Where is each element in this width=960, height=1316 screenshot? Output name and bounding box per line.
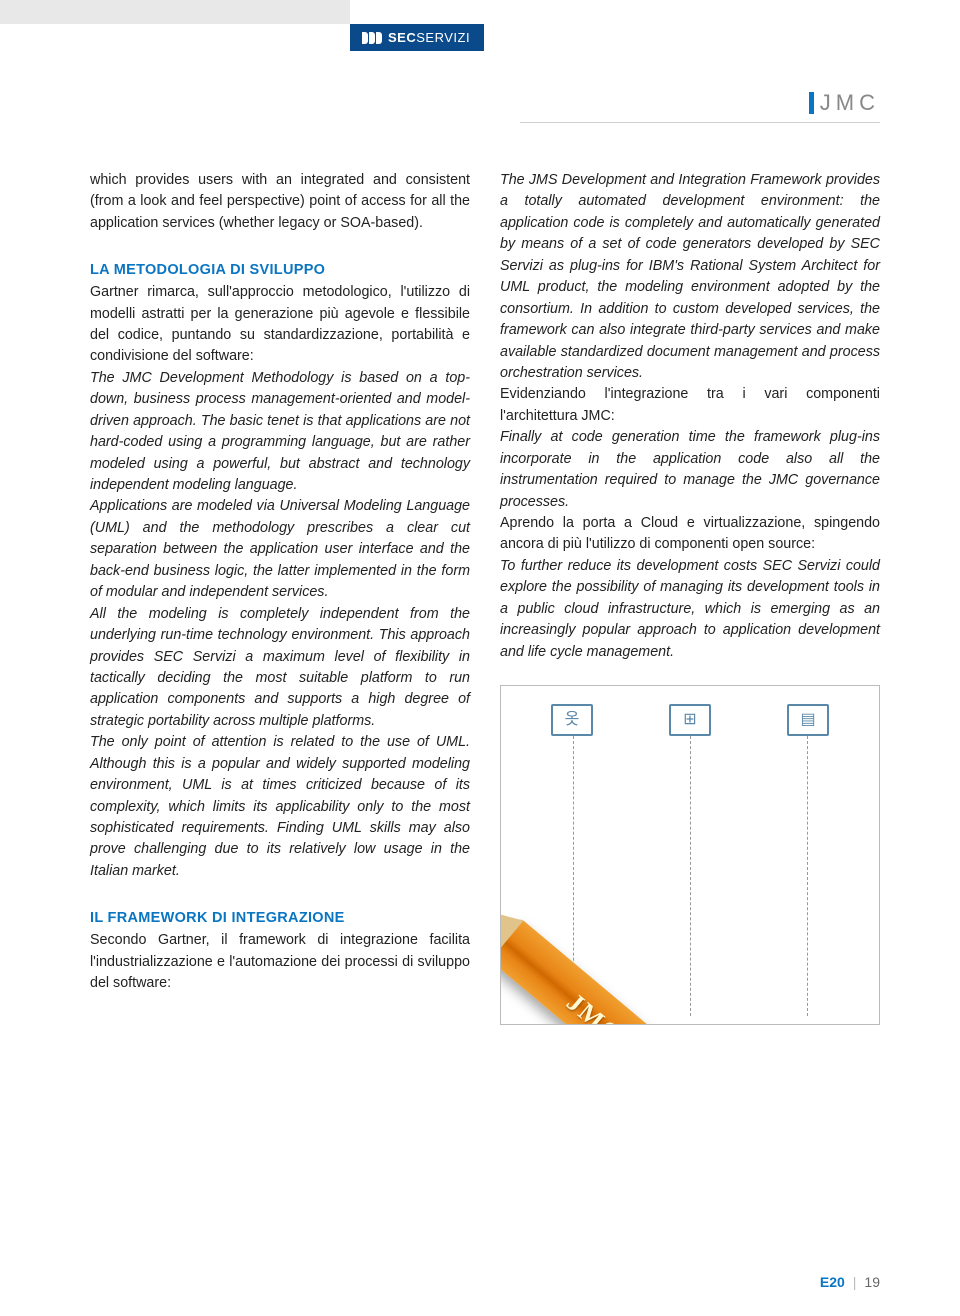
intro-paragraph: which provides users with an integrated … xyxy=(90,170,470,234)
figure-uml-pencil: 옷 ⊞ ▤ JMC xyxy=(500,685,880,1025)
right-p2a: Evidenziando l'integrazione tra i vari c… xyxy=(500,386,880,423)
uml-actor-icon: 옷 xyxy=(551,704,593,736)
content-area: which provides users with an integrated … xyxy=(90,170,880,1025)
right-p2b: Finally at code generation time the fram… xyxy=(500,427,880,513)
left-p2: The JMC Development Methodology is based… xyxy=(90,368,470,497)
page: SECSERVIZI JMC which provides users with… xyxy=(0,0,960,1316)
left-p6: Secondo Gartner, il framework di integra… xyxy=(90,930,470,994)
left-p1: Gartner rimarca, sull'approccio metodolo… xyxy=(90,282,470,368)
top-gray-bar xyxy=(0,0,350,24)
left-p5: The only point of attention is related t… xyxy=(90,732,470,882)
brand-logo: SECSERVIZI xyxy=(350,24,484,51)
footer-divider: | xyxy=(853,1274,857,1290)
right-p1: The JMS Development and Integration Fram… xyxy=(500,170,880,384)
uml-lifeline-2 xyxy=(690,736,691,1016)
brand-name-bold: SEC xyxy=(388,30,416,45)
left-p3: Applications are modeled via Universal M… xyxy=(90,496,470,603)
pencil-graphic: JMC xyxy=(500,918,735,1025)
page-footer: E20 | 19 xyxy=(820,1274,880,1290)
left-p4: All the modeling is completely independe… xyxy=(90,604,470,733)
section-label-text: JMC xyxy=(820,90,880,116)
left-column: which provides users with an integrated … xyxy=(90,170,470,1025)
uml-interface-icon: ⊞ xyxy=(669,704,711,736)
section-label: JMC xyxy=(809,90,880,116)
pencil-tip xyxy=(500,885,524,961)
uml-icon-row: 옷 ⊞ ▤ xyxy=(501,704,879,736)
brand-logo-icon xyxy=(362,32,382,44)
section-underline xyxy=(520,122,880,123)
uml-lifeline-3 xyxy=(807,736,808,1016)
pencil-label: JMC xyxy=(558,984,631,1025)
right-p3a: Aprendo la porta a Cloud e virtualizzazi… xyxy=(500,515,880,552)
pencil-body: JMC xyxy=(500,918,735,1025)
right-column: The JMS Development and Integration Fram… xyxy=(500,170,880,1025)
right-p3b: To further reduce its development costs … xyxy=(500,556,880,663)
brand-name-light: SERVIZI xyxy=(416,30,470,45)
heading-metodologia: LA METODOLOGIA DI SVILUPPO xyxy=(90,260,470,282)
footer-page-number: 19 xyxy=(864,1274,880,1290)
uml-class-icon: ▤ xyxy=(787,704,829,736)
heading-framework: IL FRAMEWORK DI INTEGRAZIONE xyxy=(90,908,470,930)
footer-issue: E20 xyxy=(820,1274,845,1290)
